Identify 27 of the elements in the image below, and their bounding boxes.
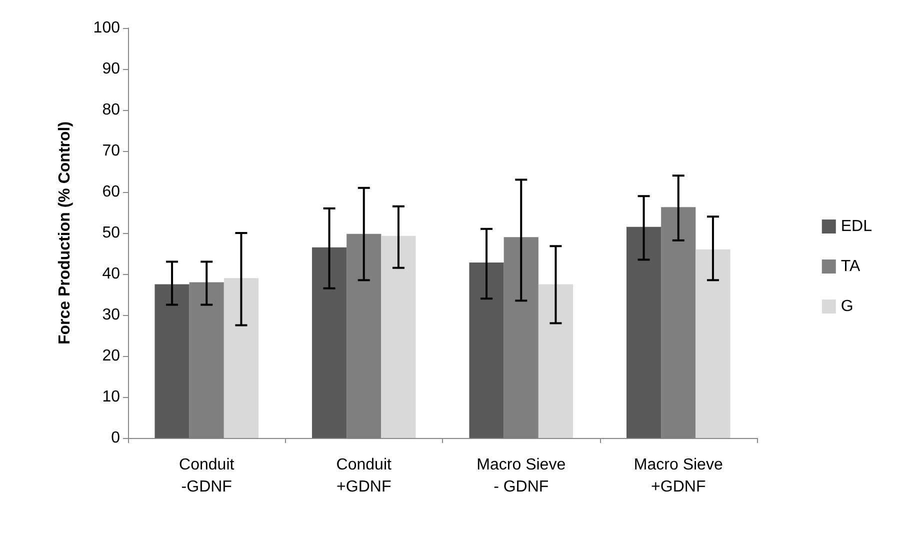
x-tick-label: Conduit -GDNF: [179, 456, 235, 496]
x-tick-label: Conduit +GDNF: [336, 456, 392, 496]
y-tick-label: 40: [102, 266, 120, 282]
y-tick-label: 100: [93, 20, 120, 36]
y-tick-label: 0: [111, 430, 120, 446]
bar: [696, 249, 730, 438]
y-tick-label: 50: [102, 224, 120, 242]
y-tick-label: 90: [102, 60, 120, 78]
bar: [154, 284, 190, 438]
bar: [312, 247, 347, 438]
y-axis-title: Force Production (% Control): [56, 121, 74, 345]
y-tick-label: 80: [102, 102, 120, 118]
x-tick-label: Macro Sieve - GDNF: [476, 456, 566, 496]
y-tick-label: 60: [102, 184, 120, 200]
bar: [626, 226, 662, 438]
y-tick-label: 20: [102, 348, 120, 364]
bar: [224, 278, 259, 438]
y-tick-label: 30: [102, 306, 120, 324]
bar: [469, 262, 504, 438]
legend-label: G: [840, 298, 854, 315]
y-tick-label: 10: [102, 388, 120, 406]
bar: [381, 236, 416, 438]
y-tick-label: 70: [102, 142, 120, 160]
legend-label: EDL: [840, 218, 872, 235]
legend-label: TA: [840, 258, 860, 275]
x-tick-label: Macro Sieve +GDNF: [634, 456, 723, 496]
bar: [538, 284, 574, 438]
